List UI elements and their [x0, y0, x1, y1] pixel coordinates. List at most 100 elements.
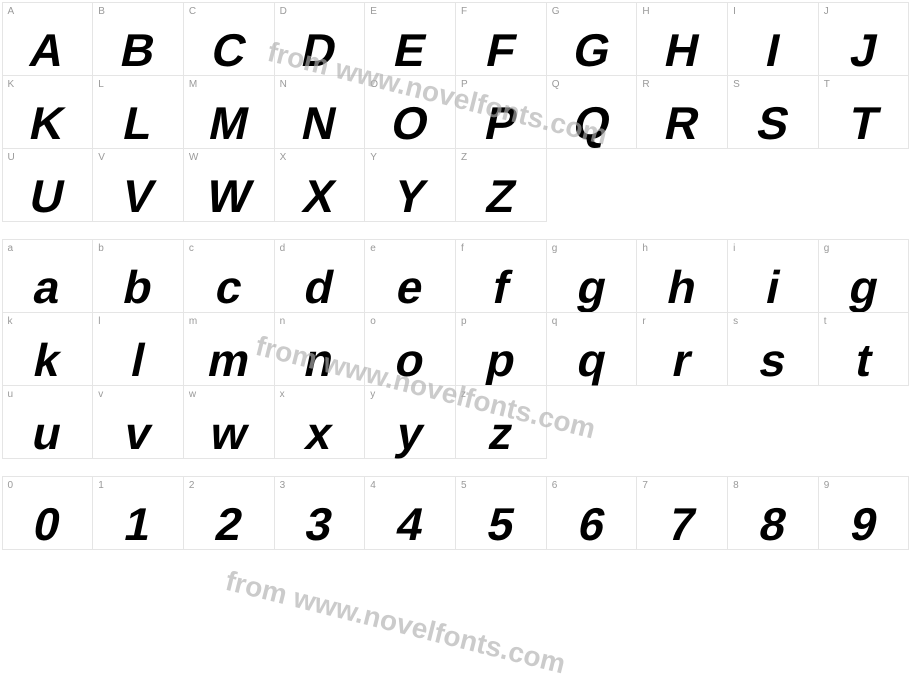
- glyph-cell: PP: [455, 75, 547, 149]
- glyph-cell: ff: [455, 239, 547, 313]
- glyph-cell-glyph: 6: [574, 501, 608, 547]
- glyph-cell: MM: [183, 75, 275, 149]
- glyph-cell-glyph: N: [298, 100, 340, 146]
- glyph-cell-label: o: [370, 316, 376, 327]
- glyph-cell-label: B: [98, 6, 105, 17]
- glyph-cell-label: g: [552, 243, 558, 254]
- glyph-cell-glyph: F: [482, 27, 519, 73]
- glyph-cell-glyph: q: [573, 337, 610, 383]
- glyph-cell-label: J: [824, 6, 829, 17]
- glyph-cell-glyph: x: [302, 410, 336, 456]
- glyph-cell-label: C: [189, 6, 196, 17]
- glyph-cell: pp: [455, 312, 547, 386]
- glyph-cell-label: x: [280, 389, 285, 400]
- glyph-cell: KK: [2, 75, 94, 149]
- glyph-cell-glyph: R: [661, 100, 703, 146]
- glyph-cell-glyph: 5: [484, 501, 518, 547]
- glyph-section-digits: 00112233445566778899: [2, 476, 909, 549]
- glyph-cell: GG: [546, 2, 638, 76]
- glyph-cell: 55: [455, 476, 547, 550]
- glyph-cell-label: O: [370, 79, 378, 90]
- glyph-cell: 88: [727, 476, 819, 550]
- glyph-cell-label: D: [280, 6, 287, 17]
- glyph-cell: II: [727, 2, 819, 76]
- glyph-cell-label: U: [8, 152, 15, 163]
- glyph-cell-label: E: [370, 6, 377, 17]
- glyph-cell: tt: [818, 312, 910, 386]
- glyph-cell-glyph: A: [26, 27, 68, 73]
- glyph-cell: SS: [727, 75, 819, 149]
- glyph-cell-glyph: p: [482, 337, 519, 383]
- glyph-cell-glyph: C: [208, 27, 250, 73]
- glyph-cell-label: Y: [370, 152, 377, 163]
- glyph-cell-empty: [636, 385, 728, 459]
- glyph-cell: 99: [818, 476, 910, 550]
- glyph-cell-empty: [727, 148, 819, 222]
- glyph-cell: BB: [92, 2, 184, 76]
- glyph-cell-glyph: X: [300, 173, 339, 219]
- glyph-cell-empty: [546, 385, 638, 459]
- glyph-cell: aa: [2, 239, 94, 313]
- glyph-cell-label: T: [824, 79, 830, 90]
- glyph-cell-label: S: [733, 79, 740, 90]
- glyph-cell: yy: [364, 385, 456, 459]
- glyph-cell: gg: [818, 239, 910, 313]
- glyph-cell-label: e: [370, 243, 376, 254]
- glyph-cell-label: p: [461, 316, 467, 327]
- glyph-cell-glyph: m: [204, 337, 254, 383]
- glyph-cell-glyph: M: [205, 100, 252, 146]
- glyph-cell-glyph: H: [661, 27, 703, 73]
- glyph-cell: ZZ: [455, 148, 547, 222]
- glyph-cell-empty: [727, 385, 819, 459]
- glyph-cell-glyph: T: [845, 100, 882, 146]
- glyph-cell-glyph: a: [30, 264, 64, 310]
- glyph-cell-label: V: [98, 152, 105, 163]
- glyph-cell-glyph: B: [117, 27, 159, 73]
- glyph-cell-glyph: g: [845, 264, 882, 310]
- glyph-cell: zz: [455, 385, 547, 459]
- glyph-cell: OO: [364, 75, 456, 149]
- glyph-cell: JJ: [818, 2, 910, 76]
- glyph-cell: bb: [92, 239, 184, 313]
- glyph-cell: ee: [364, 239, 456, 313]
- glyph-section-uppercase: AABBCCDDEEFFGGHHIIJJKKLLMMNNOOPPQQRRSSTT…: [2, 2, 909, 221]
- glyph-cell-label: a: [8, 243, 14, 254]
- glyph-cell-glyph: 1: [121, 501, 155, 547]
- glyph-cell: 33: [274, 476, 366, 550]
- glyph-cell-glyph: V: [118, 173, 157, 219]
- glyph-cell-label: 6: [552, 480, 558, 491]
- glyph-cell-glyph: g: [573, 264, 610, 310]
- glyph-cell: 22: [183, 476, 275, 550]
- glyph-cell-label: k: [8, 316, 13, 327]
- glyph-cell-glyph: W: [203, 173, 255, 219]
- glyph-cell-label: v: [98, 389, 103, 400]
- glyph-cell: xx: [274, 385, 366, 459]
- glyph-cell-label: c: [189, 243, 194, 254]
- glyph-cell-label: t: [824, 316, 827, 327]
- glyph-cell: 77: [636, 476, 728, 550]
- glyph-cell: CC: [183, 2, 275, 76]
- glyph-cell: VV: [92, 148, 184, 222]
- glyph-cell-glyph: D: [298, 27, 340, 73]
- glyph-cell-glyph: y: [393, 410, 427, 456]
- glyph-cell-label: I: [733, 6, 736, 17]
- glyph-cell: 44: [364, 476, 456, 550]
- glyph-cell-label: N: [280, 79, 287, 90]
- glyph-cell-glyph: 3: [302, 501, 336, 547]
- glyph-cell-label: 3: [280, 480, 286, 491]
- glyph-cell-label: b: [98, 243, 104, 254]
- glyph-cell-label: w: [189, 389, 196, 400]
- glyph-cell-label: Q: [552, 79, 560, 90]
- glyph-cell: qq: [546, 312, 638, 386]
- glyph-cell: QQ: [546, 75, 638, 149]
- glyph-cell-label: W: [189, 152, 198, 163]
- glyph-cell-glyph: l: [127, 337, 149, 383]
- glyph-cell-label: 7: [642, 480, 648, 491]
- glyph-cell-empty: [546, 148, 638, 222]
- font-specimen-root: AABBCCDDEEFFGGHHIIJJKKLLMMNNOOPPQQRRSSTT…: [2, 2, 909, 549]
- glyph-cell-label: f: [461, 243, 464, 254]
- glyph-cell-label: q: [552, 316, 558, 327]
- glyph-cell-glyph: w: [206, 410, 251, 456]
- glyph-cell: kk: [2, 312, 94, 386]
- glyph-cell-glyph: f: [489, 264, 513, 310]
